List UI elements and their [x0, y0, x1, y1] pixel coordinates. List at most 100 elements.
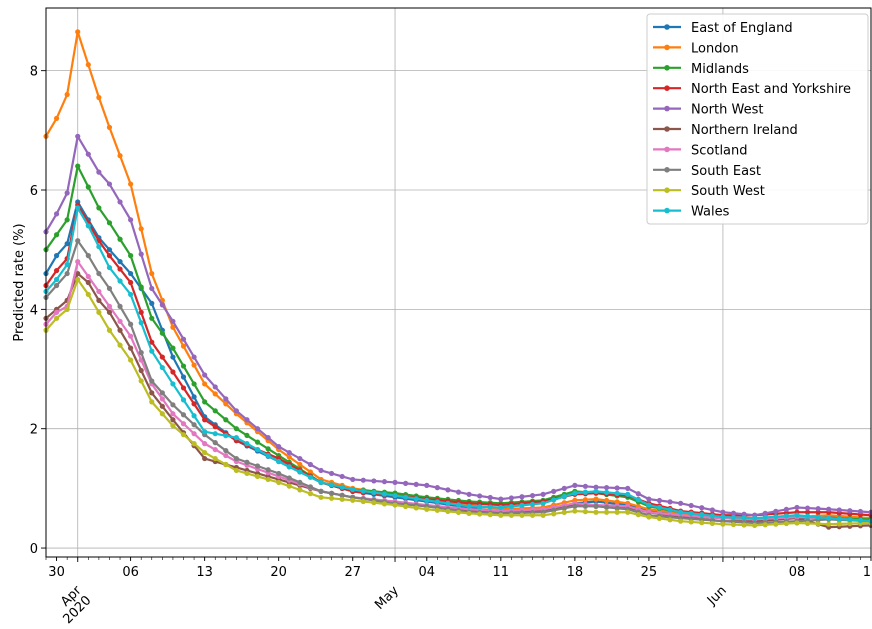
data-point: [106, 285, 113, 292]
data-point: [96, 309, 102, 315]
data-point: [678, 500, 684, 506]
legend-swatch-marker: [664, 85, 670, 91]
data-point: [540, 500, 546, 506]
data-point: [180, 397, 187, 403]
data-point: [392, 492, 398, 499]
data-point: [85, 151, 91, 157]
data-point: [191, 413, 197, 419]
data-point: [244, 432, 250, 439]
data-point: [233, 426, 239, 432]
data-point: [265, 467, 271, 473]
data-point: [212, 455, 218, 462]
data-point: [307, 474, 314, 480]
data-point: [180, 363, 187, 369]
data-point: [244, 441, 250, 447]
data-point: [508, 495, 514, 501]
data-point: [159, 302, 165, 308]
data-point: [128, 357, 134, 363]
data-point: [857, 517, 864, 524]
data-point: [847, 517, 853, 523]
data-point: [149, 378, 155, 384]
data-point: [551, 488, 557, 494]
data-point: [625, 485, 631, 491]
data-point: [85, 253, 91, 259]
data-point: [572, 503, 578, 509]
data-point: [297, 455, 303, 462]
data-point: [847, 520, 853, 527]
data-point: [53, 267, 60, 274]
data-point: [159, 411, 165, 417]
data-point: [64, 270, 70, 277]
data-point: [106, 309, 113, 315]
data-point: [614, 485, 620, 491]
data-point: [191, 441, 197, 447]
data-point: [477, 504, 483, 510]
data-point: [434, 507, 440, 513]
data-point: [699, 505, 705, 511]
x-minor-tick-label: 13: [196, 565, 213, 580]
legend-label: South East: [691, 164, 761, 179]
data-point: [297, 469, 303, 475]
series: [43, 199, 872, 523]
data-point: [403, 503, 409, 510]
x-major-tick-label: Jun: [704, 583, 730, 609]
data-point: [202, 417, 208, 423]
data-point: [635, 512, 641, 518]
data-point: [106, 220, 113, 226]
series-line: [45, 239, 872, 525]
data-point: [667, 507, 673, 513]
data-point: [106, 327, 113, 333]
data-point: [455, 502, 462, 508]
data-point: [582, 497, 589, 503]
data-point: [487, 512, 493, 518]
data-point: [212, 431, 218, 437]
data-point: [106, 303, 113, 309]
data-point: [170, 354, 176, 360]
data-point: [286, 483, 292, 489]
legend-item: North East and Yorkshire: [653, 82, 851, 97]
legend-label: London: [691, 41, 739, 56]
data-point: [149, 285, 155, 292]
data-point: [276, 458, 282, 465]
data-point: [614, 490, 620, 496]
data-point: [254, 446, 261, 453]
data-point: [381, 479, 388, 485]
data-point: [64, 91, 70, 98]
data-point: [138, 320, 144, 326]
data-point: [180, 432, 187, 438]
data-point: [85, 279, 91, 286]
data-point: [96, 205, 102, 211]
data-point: [720, 509, 726, 515]
data-point: [75, 133, 81, 139]
data-point: [138, 251, 144, 257]
legend-item: Midlands: [653, 62, 749, 77]
data-point: [730, 514, 737, 521]
data-point: [64, 241, 70, 247]
data-point: [551, 511, 557, 517]
data-point: [149, 300, 155, 306]
data-point: [625, 509, 631, 515]
data-point: [826, 506, 832, 512]
data-point: [529, 501, 536, 507]
data-point: [244, 417, 250, 423]
data-point: [191, 354, 197, 360]
data-point: [128, 253, 134, 259]
data-point: [477, 493, 483, 499]
data-point: [276, 444, 282, 450]
data-point: [445, 487, 451, 493]
data-point: [709, 520, 715, 527]
data-point: [466, 491, 472, 497]
data-point: [762, 514, 768, 521]
legend-item: North West: [653, 103, 763, 118]
data-point: [180, 336, 187, 342]
x-minor-tick-label: 08: [789, 565, 806, 580]
data-point: [752, 515, 758, 521]
data-point: [53, 282, 60, 289]
series: [43, 259, 872, 524]
data-point: [857, 508, 864, 515]
data-point: [170, 402, 176, 408]
data-point: [212, 391, 218, 397]
data-point: [572, 482, 578, 488]
y-axis: 0 2 4 6 8: [30, 65, 46, 557]
